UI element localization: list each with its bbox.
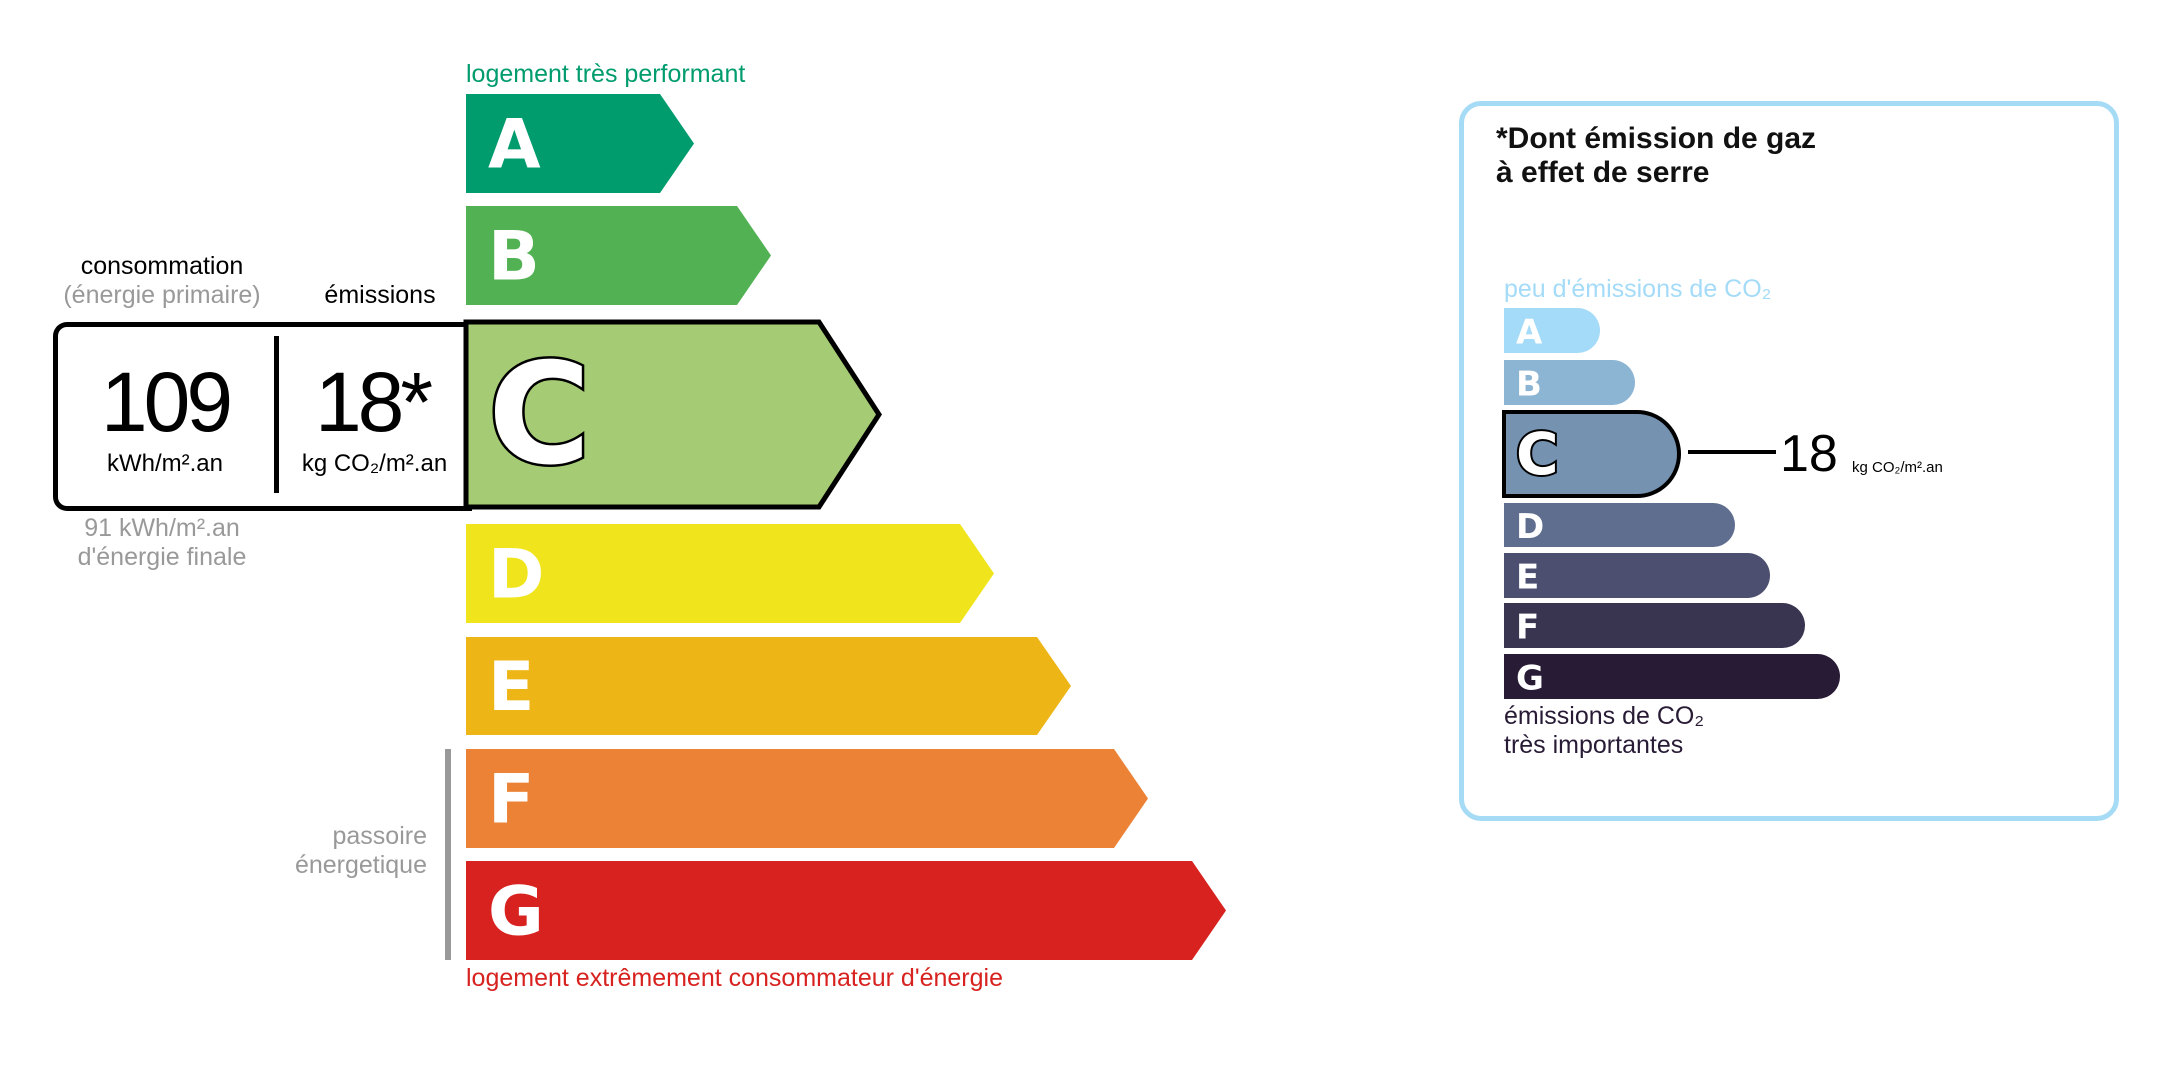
ges-class-f-bar <box>1504 603 1805 648</box>
ges-class-e-letter: E <box>1516 558 1539 598</box>
energy-bottom-label: logement extrêmement consommateur d'éner… <box>466 964 1003 992</box>
energy-top-label: logement très performant <box>466 60 746 88</box>
passoire-bracket <box>445 749 451 960</box>
emissions-value: 18* <box>314 355 433 449</box>
current-values-box <box>53 322 472 511</box>
consumption-header: consommation <box>80 252 244 280</box>
emissions-unit: kg CO₂/m².an <box>301 450 448 477</box>
ges-class-g-bar <box>1504 654 1840 699</box>
ges-panel <box>1459 101 2119 821</box>
ges-class-a-bar <box>1504 308 1601 353</box>
energy-class-a-bar <box>466 94 694 193</box>
values-divider <box>274 336 279 493</box>
energy-class-f-letter: F <box>488 761 534 840</box>
ges-class-b-bar <box>1504 360 1636 405</box>
ges-class-c-bar <box>1502 410 1681 498</box>
ges-bottom-label-line2: très importantes <box>1504 731 1684 759</box>
energy-class-e-bar <box>466 637 1071 735</box>
consumption-unit: kWh/m².an <box>106 450 223 477</box>
energy-class-f-bar <box>466 749 1148 848</box>
energy-class-a-letter: A <box>488 106 541 185</box>
emissions-header: émissions <box>324 281 436 309</box>
energy-class-b-letter: B <box>488 218 540 297</box>
ges-class-e-bar <box>1504 553 1771 598</box>
ges-unit: kg CO₂/m².an <box>1852 459 1943 476</box>
passoire-label-line2: énergetique <box>294 851 427 879</box>
ges-value-connector <box>1688 450 1776 454</box>
energy-class-c-letter: C <box>488 334 591 497</box>
ges-class-d-letter: D <box>1516 507 1544 547</box>
ges-class-g-letter: G <box>1516 659 1544 699</box>
energy-class-b-bar <box>466 206 771 305</box>
consumption-value: 109 <box>100 355 233 449</box>
energy-class-c-bar <box>463 319 882 510</box>
consumption-subheader: (énergie primaire) <box>63 281 261 309</box>
final-energy-label: d'énergie finale <box>77 543 247 571</box>
ges-value: 18 <box>1780 425 1838 483</box>
energy-class-g-bar <box>466 861 1226 960</box>
ges-class-a-letter: A <box>1516 313 1543 353</box>
ges-title-line2: à effet de serre <box>1496 156 1710 189</box>
energy-class-d-letter: D <box>488 536 544 615</box>
passoire-label-line1: passoire <box>332 822 428 850</box>
energy-class-e-letter: E <box>488 648 534 727</box>
ges-class-f-letter: F <box>1516 608 1539 648</box>
ges-class-d-bar <box>1504 503 1735 547</box>
final-energy-value: 91 kWh/m².an <box>84 514 240 542</box>
ges-class-b-letter: B <box>1516 365 1542 405</box>
energy-class-g-letter: G <box>488 873 544 952</box>
ges-top-label: peu d'émissions de CO₂ <box>1504 275 1772 303</box>
ges-title-line1: *Dont émission de gaz <box>1496 122 1817 155</box>
ges-class-c-letter: C <box>1516 420 1559 488</box>
energy-class-d-bar <box>466 524 994 623</box>
ges-bottom-label-line1: émissions de CO₂ <box>1504 702 1705 730</box>
